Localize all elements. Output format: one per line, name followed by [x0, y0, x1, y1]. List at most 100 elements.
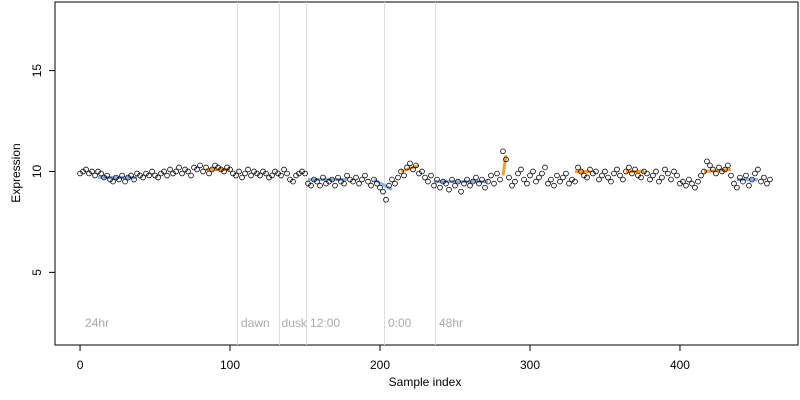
annotation: 0:00 [388, 316, 412, 330]
point [197, 162, 203, 169]
point [83, 166, 89, 173]
point [734, 184, 740, 191]
point [395, 174, 401, 181]
point [503, 156, 509, 163]
point [173, 168, 179, 175]
point [716, 164, 722, 171]
point [302, 170, 308, 177]
point [110, 178, 116, 185]
point [707, 162, 713, 169]
point [743, 172, 749, 179]
point [407, 160, 413, 167]
point [362, 172, 368, 179]
point [410, 166, 416, 173]
point [626, 164, 632, 171]
point [728, 172, 734, 179]
point [194, 166, 200, 173]
point [674, 172, 680, 179]
annotation: 48hr [439, 316, 463, 330]
point [608, 178, 614, 185]
point [572, 178, 578, 185]
point [653, 168, 659, 175]
point [203, 164, 209, 171]
point [332, 182, 338, 189]
point [599, 172, 605, 179]
point [461, 180, 467, 187]
point [314, 178, 320, 185]
point [428, 172, 434, 179]
point [149, 168, 155, 175]
point [257, 172, 263, 179]
point [740, 178, 746, 185]
point [206, 170, 212, 177]
point [128, 172, 134, 179]
point [473, 174, 479, 181]
point [584, 174, 590, 181]
point [263, 170, 269, 177]
point [476, 180, 482, 187]
point [392, 180, 398, 187]
point [482, 184, 488, 191]
point [659, 174, 665, 181]
point [617, 172, 623, 179]
point [341, 180, 347, 187]
point [425, 178, 431, 185]
point [701, 168, 707, 175]
point [350, 178, 356, 185]
point [98, 170, 104, 177]
point [317, 182, 323, 189]
point [377, 184, 383, 191]
point [284, 170, 290, 177]
point [698, 172, 704, 179]
x-tick-label: 300 [520, 358, 540, 372]
trend-segment [703, 167, 732, 173]
point [242, 170, 248, 177]
point [542, 164, 548, 171]
point [374, 180, 380, 187]
point [404, 164, 410, 171]
point [731, 180, 737, 187]
y-tick-label: 10 [30, 164, 44, 178]
point [650, 172, 656, 179]
point [557, 178, 563, 185]
point [710, 166, 716, 173]
point [92, 172, 98, 179]
point [575, 164, 581, 171]
trend-segment [501, 155, 508, 176]
annotation: 12:00 [310, 316, 340, 330]
point [176, 164, 182, 171]
point [704, 158, 710, 165]
point [518, 166, 524, 173]
point [380, 188, 386, 195]
x-tick-label: 400 [670, 358, 690, 372]
point [359, 176, 365, 183]
point [686, 176, 692, 183]
point [371, 176, 377, 183]
point [755, 166, 761, 173]
point [524, 180, 530, 187]
point [389, 176, 395, 183]
point [656, 178, 662, 185]
point [665, 170, 671, 177]
point [644, 170, 650, 177]
point [383, 196, 389, 203]
point [647, 176, 653, 183]
point [563, 170, 569, 177]
point [437, 184, 443, 191]
point [758, 178, 764, 185]
point [491, 180, 497, 187]
point [236, 168, 242, 175]
point [245, 166, 251, 173]
point [596, 176, 602, 183]
point [479, 176, 485, 183]
point [662, 166, 668, 173]
point [104, 172, 110, 179]
point [248, 172, 254, 179]
point [554, 172, 560, 179]
point [269, 172, 275, 179]
point [509, 182, 515, 189]
point [308, 182, 314, 189]
annotation: 24hr [85, 316, 109, 330]
point [434, 176, 440, 183]
point [695, 178, 701, 185]
